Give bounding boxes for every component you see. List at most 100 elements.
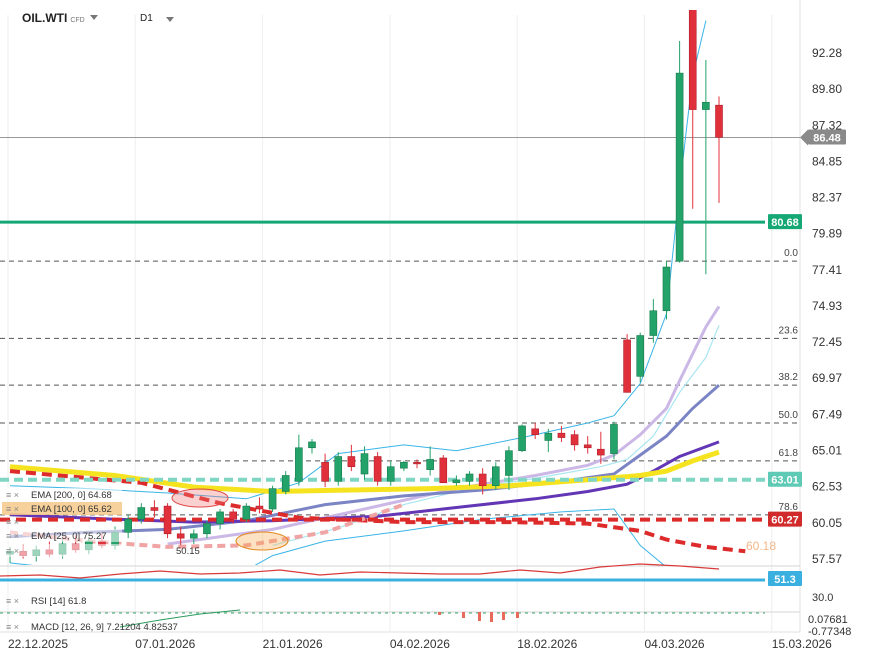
candle-body (531, 428, 539, 435)
candle[interactable] (505, 446, 513, 491)
candle[interactable] (623, 334, 631, 393)
highlight-ellipse-orange (235, 531, 289, 551)
candle[interactable] (413, 459, 421, 469)
fib-label: 78.6 (779, 502, 799, 513)
candle[interactable] (334, 452, 343, 486)
legend-settings-icon: ≡ × (6, 504, 19, 514)
candle[interactable] (544, 428, 553, 453)
candle[interactable] (308, 439, 316, 454)
candle-body (623, 339, 631, 393)
candle[interactable] (518, 424, 526, 453)
candle[interactable] (478, 468, 487, 495)
candle[interactable] (570, 430, 579, 451)
candle[interactable] (373, 452, 382, 486)
candle[interactable] (688, 0, 697, 209)
candle[interactable] (465, 471, 474, 486)
candle-body (242, 505, 251, 520)
legend-value: 65.62 (88, 504, 112, 515)
candle[interactable] (268, 485, 277, 512)
candle[interactable] (255, 497, 264, 514)
legend-value: 50.15 (176, 546, 200, 557)
ema-yellow (9, 449, 720, 495)
candle[interactable] (295, 434, 303, 486)
candle[interactable] (150, 500, 159, 518)
candle[interactable] (649, 299, 658, 343)
macd-histogram-bar (462, 612, 465, 618)
rsi-label: RSI [14] 61.8 (31, 596, 86, 607)
price-tick-label: 77.41 (812, 263, 842, 277)
fib-label: 0.0 (784, 248, 798, 259)
macd-histogram-bar (478, 612, 481, 621)
candle-body (649, 310, 658, 336)
candle-body (268, 488, 277, 510)
candle[interactable] (715, 96, 723, 203)
legend-entry: EMA [100, 0] 65.62 (31, 504, 112, 515)
candle-body (583, 444, 592, 449)
ema-red-dashed (9, 469, 746, 554)
candle-body (229, 511, 238, 520)
candle-body (216, 511, 224, 524)
candle[interactable] (124, 514, 132, 539)
candle[interactable] (583, 436, 592, 454)
rsi-tick: 30.0 (812, 592, 833, 604)
candle-body (439, 457, 448, 484)
macd-tick: -0.77348 (808, 626, 851, 638)
faded-price-label: 60.18 (746, 539, 776, 553)
instrument-type: CFD (70, 17, 85, 24)
candle-body (255, 505, 264, 510)
candle-body (662, 266, 671, 312)
red-price-badge: 60.27 (771, 515, 799, 527)
legend-entry: 50.15 (176, 546, 200, 557)
legend-row-bg (2, 544, 122, 557)
candle-body (702, 101, 710, 110)
candle[interactable] (439, 455, 448, 484)
candle-body (150, 507, 159, 511)
candle-body (544, 432, 553, 441)
candle-body (176, 533, 185, 539)
candle[interactable] (229, 508, 238, 524)
candle[interactable] (386, 460, 395, 486)
candle[interactable] (190, 529, 198, 544)
current-price-badge-bg (808, 129, 846, 145)
candle[interactable] (597, 431, 605, 464)
candle[interactable] (137, 503, 146, 524)
timeframe-dropdown-icon[interactable] (166, 17, 174, 22)
macd-settings-icon: ≡ × (6, 622, 19, 632)
candle-body (491, 466, 500, 486)
candle[interactable] (426, 446, 434, 476)
candle[interactable] (176, 526, 185, 546)
candle[interactable] (610, 421, 618, 460)
timeframe-selector[interactable]: D1 (140, 13, 153, 24)
candle[interactable] (216, 508, 224, 530)
candle[interactable] (491, 462, 500, 491)
candle[interactable] (163, 503, 172, 539)
date-tick-label: 07.01.2026 (135, 637, 195, 651)
candle[interactable] (452, 475, 461, 486)
candle[interactable] (242, 503, 251, 523)
candle-body (124, 518, 132, 533)
candle[interactable] (702, 59, 710, 275)
candle[interactable] (675, 41, 684, 263)
candle-body (688, 10, 697, 110)
candle[interactable] (281, 471, 290, 495)
candle[interactable] (400, 460, 408, 472)
candle[interactable] (347, 444, 356, 472)
macd-histogram-bar (516, 612, 519, 618)
candle-body (295, 447, 303, 482)
candle[interactable] (662, 261, 671, 320)
candle-body (360, 453, 369, 475)
candle[interactable] (321, 453, 329, 488)
candle[interactable] (636, 332, 645, 383)
candle-body (203, 523, 211, 535)
symbol-title[interactable]: OIL.WTI CFD (22, 11, 85, 25)
candle[interactable] (531, 422, 539, 440)
candle[interactable] (557, 425, 566, 442)
candle[interactable] (203, 520, 211, 539)
support-price-badge: 80.68 (771, 217, 799, 229)
date-tick-label: 04.02.2026 (390, 637, 450, 651)
symbol-dropdown-icon[interactable] (90, 15, 98, 20)
price-tick-label: 87.32 (812, 118, 842, 132)
candle-body (190, 533, 198, 539)
candle[interactable] (360, 446, 369, 480)
